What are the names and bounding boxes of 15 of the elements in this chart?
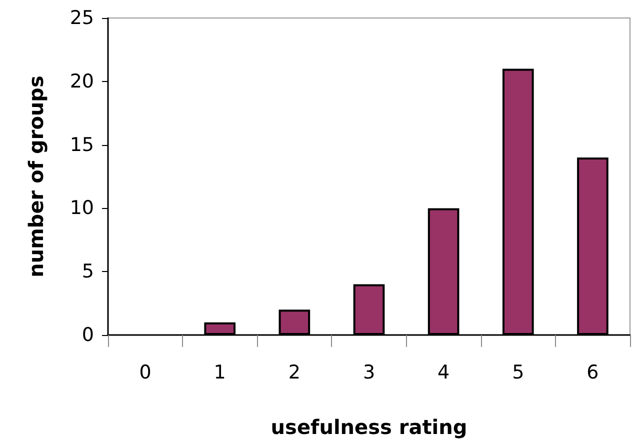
y-axis-title: number of groups — [24, 76, 48, 278]
x-tick-label: 3 — [362, 362, 376, 384]
x-tick-label: 2 — [288, 362, 300, 384]
y-tick-label: 25 — [70, 7, 94, 29]
y-tick-label: 0 — [82, 324, 94, 346]
x-tick-label: 4 — [438, 362, 450, 384]
y-tick-label: 20 — [70, 70, 94, 92]
x-tick-label: 5 — [512, 362, 524, 384]
x-tick-label: 1 — [214, 362, 226, 384]
y-tick-label: 15 — [70, 134, 94, 156]
y-tick-label: 10 — [70, 197, 94, 220]
y-tick-label: 5 — [82, 260, 94, 283]
x-axis-title: usefulness rating — [270, 415, 468, 439]
x-tick-label: 6 — [586, 362, 599, 384]
x-tick-label: 0 — [139, 362, 152, 384]
